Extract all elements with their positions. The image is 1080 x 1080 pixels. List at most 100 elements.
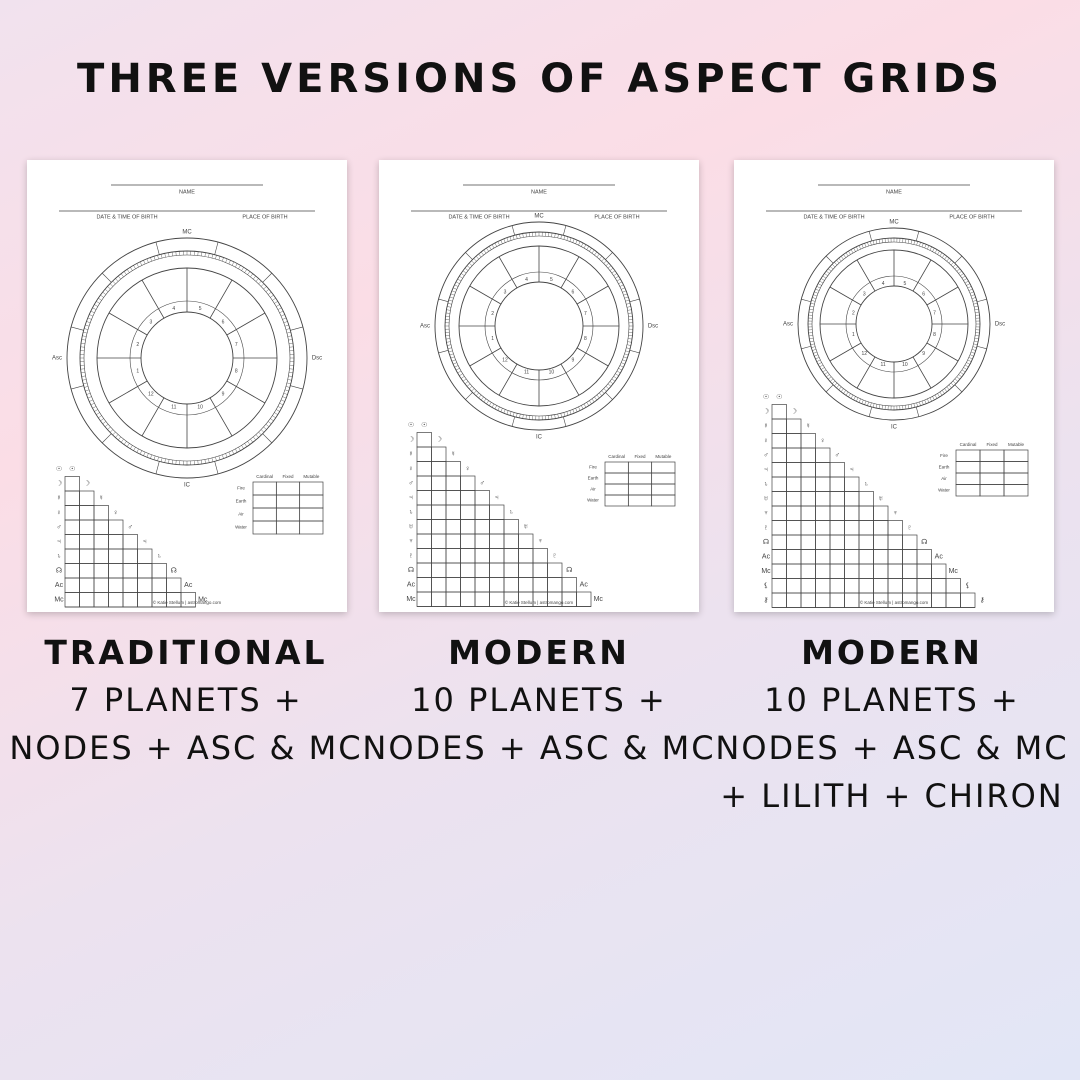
- aspect-cell: [786, 534, 802, 550]
- table-cell: [252, 520, 277, 535]
- modality-table: Cardinal Fixed Mutable Fire Earth Air Water: [587, 454, 676, 507]
- house-number: 3: [504, 289, 507, 295]
- aspect-cell: [858, 578, 874, 594]
- grid-row-glyph: Mc: [761, 568, 771, 575]
- grid-row-glyph: ☽: [408, 436, 414, 444]
- grid-row-glyph: ☿: [763, 423, 768, 430]
- aspect-cell: [64, 476, 80, 492]
- aspect-cell: [489, 577, 505, 593]
- aspect-cell: [873, 563, 889, 579]
- table-cell: [1003, 449, 1029, 462]
- grid-row-glyph: ☽: [763, 408, 769, 416]
- asc-label: Asc: [52, 356, 62, 362]
- aspect-cell: [64, 534, 80, 550]
- table-cell: [299, 494, 324, 509]
- table-cell: [299, 507, 324, 522]
- aspect-cell: [93, 534, 109, 550]
- aspect-cell: [800, 563, 816, 579]
- caption-title: TRADITIONAL: [44, 633, 328, 672]
- outer-ring: [66, 237, 308, 479]
- table-cell: [627, 494, 653, 507]
- grid-row-glyph: Ac: [55, 582, 64, 589]
- grid-row-glyph: ☉: [56, 466, 62, 473]
- aspect-cell: [786, 592, 802, 608]
- aspect-cell: [873, 505, 889, 521]
- grid-diagonal-glyph: ☽: [84, 480, 90, 488]
- aspect-cell: [844, 476, 860, 492]
- card-modern[interactable]: NAME DATE & TIME OF BIRTH PLACE OF BIRTH 1 2…: [379, 160, 699, 612]
- aspect-cell: [431, 461, 447, 477]
- modality-table: Cardinal Fixed Mutable Fire Earth Air Water: [235, 474, 324, 535]
- aspect-cell: [93, 577, 109, 593]
- house-number: 2: [136, 342, 139, 348]
- aspect-cell: [829, 592, 845, 608]
- caption-traditional: TRADITIONAL 7 PLANETS + NODES + ASC & MC: [6, 630, 366, 772]
- table-cell: [651, 494, 676, 507]
- house-number: 12: [862, 351, 868, 357]
- aspect-cell: [474, 562, 490, 578]
- aspect-cell: [815, 563, 831, 579]
- aspect-cell: [916, 578, 932, 594]
- aspect-cell: [532, 562, 548, 578]
- aspect-cell: [786, 578, 802, 594]
- aspect-cell: [829, 534, 845, 550]
- grid-row-glyph: ☊: [56, 568, 62, 575]
- grid-diagonal-glyph: Mc: [594, 596, 604, 603]
- aspect-cell: [844, 505, 860, 521]
- number-ring: [845, 275, 943, 373]
- house-number: 11: [881, 362, 886, 368]
- caption-description: 7 PLANETS + NODES + ASC & MC: [9, 681, 363, 767]
- date-time-label: DATE & TIME OF BIRTH: [96, 214, 157, 220]
- grid-diagonal-glyph: ♀: [113, 510, 118, 517]
- aspect-cell: [844, 563, 860, 579]
- table-cell: [252, 507, 277, 522]
- house-number: 7: [584, 311, 587, 317]
- aspect-cell: [137, 548, 153, 564]
- card-modern-extended[interactable]: NAME DATE & TIME OF BIRTH PLACE OF BIRTH 1 2…: [734, 160, 1054, 612]
- house-number: 10: [197, 405, 203, 411]
- aspect-cell: [771, 418, 787, 434]
- element-label-air: Air: [590, 487, 596, 492]
- table-cell: [604, 461, 629, 474]
- aspect-cell: [815, 476, 831, 492]
- degree-ticks: [80, 251, 294, 465]
- ic-label: IC: [891, 425, 898, 431]
- aspect-cell: [503, 519, 519, 535]
- grid-diagonal-glyph: ♆: [538, 538, 543, 545]
- aspect-cell: [916, 563, 932, 579]
- house-number: 5: [550, 277, 553, 283]
- grid-diagonal-glyph: ☊: [921, 539, 927, 546]
- outer-ring: [797, 227, 991, 421]
- table-cell: [252, 494, 277, 509]
- aspect-cell: [771, 433, 787, 449]
- grid-diagonal-glyph: ♂: [480, 480, 485, 487]
- aspect-cell: [445, 577, 461, 593]
- aspect-cell: [489, 562, 505, 578]
- aspect-cell: [460, 591, 476, 607]
- cardinal-label: Cardinal: [608, 454, 625, 459]
- aspect-cell: [771, 549, 787, 565]
- aspect-cell: [931, 592, 947, 608]
- aspect-grid: ☉ ☉ ☽ ☽ ☿ ☿ ♀ ♀ ♂ ♂ ♃ ♃ ♄ ♄ ♅ ♅ ♆ ♆ ♇ ♇ ☊ ☊ Ac Ac Mc Mc ⚸ ⚸ ⚷ ⚷: [761, 394, 985, 608]
- aspect-cell: [931, 578, 947, 594]
- card-traditional[interactable]: NAME DATE & TIME OF BIRTH PLACE OF BIRTH 1 2…: [27, 160, 347, 612]
- aspect-cell: [858, 549, 874, 565]
- aspect-cell: [93, 592, 109, 608]
- house-number: 1: [491, 336, 494, 342]
- aspect-cell: [815, 447, 831, 463]
- house-number: 6: [922, 292, 925, 298]
- aspect-cell: [460, 490, 476, 506]
- aspect-cell: [815, 520, 831, 536]
- aspect-cell: [503, 548, 519, 564]
- aspect-cell: [474, 591, 490, 607]
- house-number: 9: [572, 357, 575, 363]
- aspect-cell: [829, 563, 845, 579]
- aspect-cell: [800, 491, 816, 507]
- aspect-cell: [771, 592, 787, 608]
- aspect-cell: [887, 563, 903, 579]
- element-label-earth: Earth: [236, 499, 247, 504]
- date-time-label: DATE & TIME OF BIRTH: [448, 214, 509, 220]
- aspect-cell: [431, 548, 447, 564]
- cardinal-label: Cardinal: [960, 442, 977, 447]
